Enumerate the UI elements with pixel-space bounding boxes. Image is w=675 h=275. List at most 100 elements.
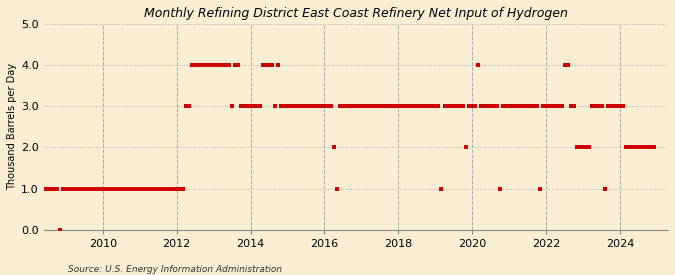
Point	[140, 186, 151, 191]
Point	[507, 104, 518, 108]
Point	[300, 104, 311, 108]
Point	[79, 186, 90, 191]
Point	[282, 104, 293, 108]
Point	[107, 186, 117, 191]
Point	[612, 104, 622, 108]
Point	[504, 104, 514, 108]
Point	[344, 104, 354, 108]
Point	[587, 104, 598, 108]
Point	[63, 186, 74, 191]
Point	[418, 104, 429, 108]
Point	[550, 104, 561, 108]
Point	[424, 104, 435, 108]
Point	[230, 63, 240, 67]
Point	[525, 104, 536, 108]
Point	[531, 104, 542, 108]
Point	[618, 104, 628, 108]
Point	[267, 63, 277, 67]
Point	[248, 104, 259, 108]
Point	[288, 104, 299, 108]
Point	[375, 104, 385, 108]
Point	[538, 104, 549, 108]
Point	[180, 104, 191, 108]
Point	[489, 104, 500, 108]
Point	[239, 104, 250, 108]
Point	[33, 186, 44, 191]
Point	[470, 104, 481, 108]
Point	[211, 63, 222, 67]
Point	[82, 186, 93, 191]
Point	[482, 104, 493, 108]
Point	[113, 186, 124, 191]
Point	[359, 104, 370, 108]
Point	[578, 145, 589, 150]
Point	[150, 186, 161, 191]
Point	[544, 104, 555, 108]
Point	[427, 104, 437, 108]
Point	[45, 186, 56, 191]
Point	[495, 186, 506, 191]
Point	[519, 104, 530, 108]
Point	[39, 186, 50, 191]
Point	[153, 186, 163, 191]
Point	[292, 104, 302, 108]
Point	[273, 63, 284, 67]
Point	[162, 186, 173, 191]
Point	[547, 104, 558, 108]
Point	[171, 186, 182, 191]
Point	[599, 186, 610, 191]
Point	[393, 104, 404, 108]
Point	[608, 104, 619, 108]
Point	[605, 104, 616, 108]
Point	[97, 186, 108, 191]
Point	[67, 186, 78, 191]
Point	[258, 63, 269, 67]
Point	[553, 104, 564, 108]
Point	[156, 186, 167, 191]
Point	[70, 186, 80, 191]
Point	[390, 104, 401, 108]
Point	[458, 104, 468, 108]
Point	[633, 145, 644, 150]
Point	[387, 104, 398, 108]
Point	[405, 104, 416, 108]
Point	[362, 104, 373, 108]
Point	[562, 63, 573, 67]
Point	[645, 145, 656, 150]
Point	[261, 63, 271, 67]
Point	[414, 104, 425, 108]
Point	[510, 104, 520, 108]
Point	[30, 186, 40, 191]
Point	[88, 186, 99, 191]
Point	[365, 104, 376, 108]
Point	[134, 186, 145, 191]
Point	[448, 104, 459, 108]
Point	[138, 186, 148, 191]
Point	[602, 104, 613, 108]
Point	[590, 104, 601, 108]
Point	[522, 104, 533, 108]
Point	[313, 104, 324, 108]
Point	[476, 104, 487, 108]
Point	[57, 186, 68, 191]
Point	[128, 186, 139, 191]
Point	[125, 186, 136, 191]
Point	[178, 186, 188, 191]
Point	[286, 104, 296, 108]
Point	[636, 145, 647, 150]
Point	[479, 104, 490, 108]
Point	[254, 104, 265, 108]
Point	[464, 104, 475, 108]
Point	[439, 104, 450, 108]
Point	[331, 186, 342, 191]
Point	[491, 104, 502, 108]
Point	[473, 63, 484, 67]
Point	[103, 186, 114, 191]
Point	[24, 228, 34, 232]
Point	[556, 104, 567, 108]
Point	[202, 63, 213, 67]
Point	[215, 63, 225, 67]
Point	[377, 104, 388, 108]
Point	[146, 186, 157, 191]
Point	[501, 104, 512, 108]
